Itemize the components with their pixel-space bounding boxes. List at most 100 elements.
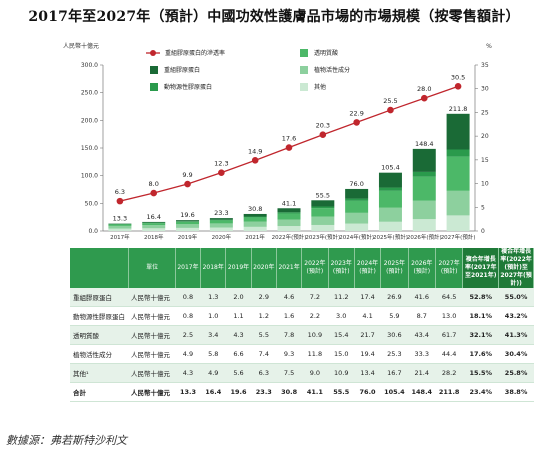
table-cell: 5.8 (200, 344, 226, 364)
table-cell: 6.3 (251, 363, 277, 383)
x-tick-label: 2024年(預計) (339, 233, 374, 241)
table-cell: 41.3% (498, 325, 534, 345)
bar-segment (412, 176, 436, 201)
bar-segment (345, 188, 369, 199)
table-cell: 0.8 (175, 306, 201, 326)
bar-segment (176, 220, 200, 222)
table-header-cell: 2021年 (276, 248, 303, 288)
bar-segment (378, 187, 402, 191)
market-size-chart: 人民幣十億元 % 0.0 50.0 100.0 150.0 200.0 250.0 300.0 0… (63, 42, 492, 241)
table-cell: 9.3 (276, 344, 302, 364)
penetration-point (285, 144, 293, 151)
table-cell: 1.1 (225, 306, 252, 326)
table-row: 其他¹ 人民幣十億元 4.3 4.9 5.6 6.3 7.5 9.0 10.9 13.4 16.7 2… (70, 363, 534, 383)
table-cell: 211.8 (435, 382, 463, 402)
table-cell: 6.6 (225, 344, 252, 364)
table-cell: 7.5 (276, 363, 302, 383)
table-header-cell: 複合年增長率(2022年(預計)至2027年(預計)) (498, 248, 534, 288)
bar-segment (142, 222, 166, 224)
y-left-tick-label: 300.0 (81, 62, 98, 69)
bar-segment (209, 220, 233, 224)
bar-total-label: 19.6 (180, 211, 194, 219)
legend-label: 透明質酸 (314, 49, 338, 57)
bar-segment (142, 225, 166, 229)
table-row: 重組膠原蛋白 人民幣十億元 0.8 1.3 2.0 2.9 4.6 7.2 11.2 17.4 26… (70, 288, 534, 307)
table-cell: 人民幣十億元 (128, 288, 176, 307)
data-table-container: 單位 2017年 2018年 2019年 2020年 2021年 2022年(預計) 2023… (70, 248, 534, 402)
table-row: 透明質酸 人民幣十億元 2.5 3.4 4.3 5.5 7.8 10.9 15.4 21.7 30.… (70, 325, 534, 345)
table-header-cell: 2017年 (175, 248, 202, 288)
table-cell: 55.0% (498, 288, 534, 307)
bar-total-label: 41.1 (282, 199, 296, 207)
table-cell: 13.3 (175, 382, 201, 402)
table-cell: 76.0 (354, 382, 381, 402)
bar-segment (243, 226, 267, 231)
table-cell: 11.2 (328, 288, 355, 307)
bar-segment (108, 228, 132, 231)
table-cell: 透明質酸 (70, 325, 129, 345)
table-cell: 16.7 (380, 363, 409, 383)
table-cell: 4.3 (225, 325, 252, 345)
penetration-point (319, 131, 327, 139)
bar-segment (176, 221, 200, 222)
table-cell: 合計 (70, 382, 129, 402)
table-header-cell: 2024年(預計) (354, 248, 382, 288)
bar-segment (446, 215, 470, 231)
x-tick-label: 2025年(預計) (373, 233, 408, 241)
bar-total-label: 13.3 (113, 215, 127, 223)
table-cell: 5.5 (251, 325, 277, 345)
table-cell: 3.0 (328, 306, 355, 326)
table-cell: 11.8 (301, 344, 329, 364)
bar-segment (345, 212, 369, 224)
table-cell: 4.9 (175, 344, 201, 364)
table-cell: 植物活性成分 (70, 344, 129, 364)
bar-segment (277, 226, 301, 231)
penetration-line (119, 85, 459, 202)
bar-segment (311, 224, 335, 231)
y-right-tick-label: 0 (481, 228, 485, 235)
table-cell: 13.0 (435, 306, 463, 326)
legend-swatch (300, 49, 308, 57)
y-left-tick-label: 150.0 (81, 145, 98, 152)
penetration-point (116, 197, 124, 205)
bar-segment (446, 113, 470, 150)
bar-segment (243, 217, 267, 222)
table-cell: 2.9 (251, 288, 277, 307)
table-cell: 30.6 (380, 325, 409, 345)
y-left-tick-label: 100.0 (81, 173, 98, 180)
penetration-point (387, 106, 394, 114)
x-tick-label: 2027年(預計) (441, 233, 476, 241)
bar-segment (412, 148, 436, 172)
bar-segment (311, 216, 335, 225)
table-cell: 55.5 (328, 382, 355, 402)
table-cell: 25.3 (380, 344, 409, 364)
y-right-tick-label: 25 (481, 109, 489, 116)
table-cell: 19.4 (354, 344, 381, 364)
x-tick-label: 2021年 (245, 233, 265, 241)
bar-total-label: 211.8 (449, 105, 468, 113)
penetration-point (251, 157, 259, 164)
table-cell: 13.4 (354, 363, 381, 383)
bar-segment (412, 171, 436, 177)
table-cell: 25.8% (498, 363, 534, 383)
bar-segment (176, 224, 200, 228)
bar-segment (378, 221, 402, 231)
table-row: 合計 人民幣十億元 13.3 16.4 19.6 23.3 30.8 41.1 55.5 76.0… (70, 382, 534, 402)
table-header-cell: 2026年(預計) (408, 248, 436, 288)
table-cell: 16.4 (200, 382, 226, 402)
source-note: 數據源：弗若斯特沙利文 (6, 434, 127, 447)
table-header-cell: 2019年 (225, 248, 252, 288)
bar-segment (277, 212, 301, 214)
legend-swatch (300, 83, 308, 91)
table-cell: 4.6 (276, 288, 302, 307)
x-tick-label: 2026年(預計) (407, 233, 442, 241)
legend-line-marker (150, 50, 156, 56)
table-cell: 61.7 (435, 325, 463, 345)
legend-label: 動物源性膠原蛋白 (164, 83, 212, 91)
bar-segment (108, 224, 132, 226)
penetration-label: 25.5 (383, 97, 397, 105)
bar-total-label: 16.4 (146, 213, 160, 221)
bar-segment (311, 208, 335, 217)
table-cell: 17.6% (462, 344, 499, 364)
table-cell: 1.2 (251, 306, 277, 326)
